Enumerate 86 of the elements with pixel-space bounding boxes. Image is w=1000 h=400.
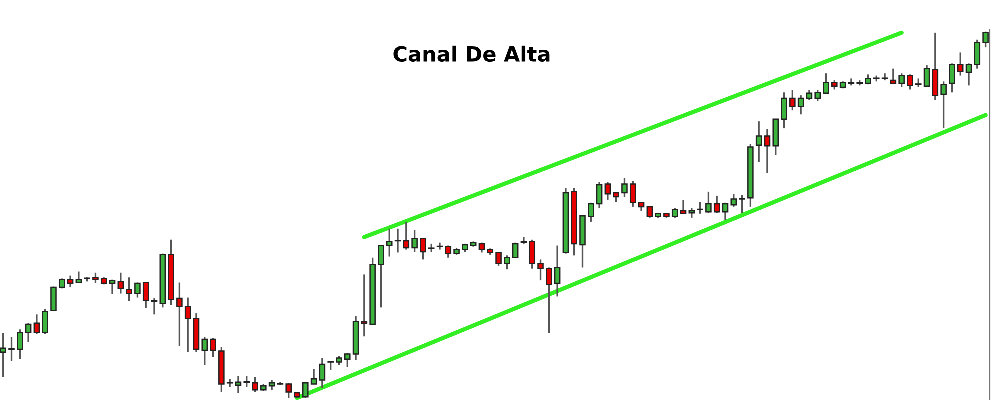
candlestick <box>17 328 24 360</box>
candlestick <box>126 276 132 302</box>
candlestick <box>529 239 536 270</box>
candlestick <box>252 376 258 394</box>
candlestick <box>680 199 687 215</box>
candlestick <box>134 282 141 299</box>
candlestick <box>604 181 612 201</box>
candlestick <box>210 338 216 358</box>
candlestick <box>790 90 796 112</box>
candlestick <box>646 205 654 219</box>
candlestick <box>412 229 418 253</box>
candlestick <box>286 382 292 400</box>
candlestick <box>924 64 930 88</box>
candlestick <box>504 254 510 270</box>
candlestick <box>151 298 158 316</box>
candlestick <box>764 128 771 174</box>
text: Canal De Alta <box>394 46 550 62</box>
candlestick <box>613 192 620 204</box>
candlestick <box>730 193 738 208</box>
candlestick <box>394 228 402 254</box>
candlestick <box>512 242 519 259</box>
candlestick <box>378 244 384 309</box>
candlestick <box>672 207 678 219</box>
candlestick <box>823 72 830 96</box>
candlestick <box>386 228 393 258</box>
candlestick <box>118 272 124 295</box>
candlestick <box>361 274 368 338</box>
candlestick <box>67 274 74 288</box>
candlestick <box>176 282 183 348</box>
candlestick <box>898 72 905 88</box>
candlestick <box>596 181 603 209</box>
candlestick <box>109 279 116 296</box>
candlestick <box>478 242 486 254</box>
candlestick <box>697 201 704 215</box>
candlestick <box>34 314 40 336</box>
candlestick <box>814 90 822 102</box>
candlestick <box>966 62 972 87</box>
candlestick <box>268 379 276 391</box>
candlestick <box>403 221 410 251</box>
candlestick <box>706 191 712 214</box>
candlestick <box>202 336 208 366</box>
candlestick <box>756 120 762 164</box>
candlestick <box>310 368 318 386</box>
candlestick <box>588 202 594 223</box>
candlestick <box>25 322 32 344</box>
candlestick <box>328 360 334 372</box>
candlestick <box>806 90 813 102</box>
candlestick <box>739 194 746 214</box>
candlestick <box>622 177 628 198</box>
candlestick <box>142 282 150 310</box>
candlestick <box>244 375 250 388</box>
candlestick <box>832 80 838 91</box>
candlestick <box>798 94 804 116</box>
candlestick <box>92 272 99 284</box>
candlestick <box>722 202 729 221</box>
candlestick <box>445 244 452 259</box>
candlestick <box>0 332 7 378</box>
candlestick <box>42 308 48 336</box>
candlestick <box>496 252 502 267</box>
candlestick <box>420 238 426 261</box>
candlestick <box>538 258 544 282</box>
candlestick <box>714 195 720 214</box>
candlestick <box>50 286 57 312</box>
candlestick <box>781 92 788 130</box>
candlestick <box>848 78 855 87</box>
candlestick <box>184 296 192 354</box>
candlestick <box>302 382 309 400</box>
candlestick <box>982 30 989 48</box>
candlestick <box>907 74 914 91</box>
candlestick <box>8 336 15 362</box>
candlestick <box>235 375 242 394</box>
candlestick <box>344 352 351 368</box>
candlestick <box>688 207 696 219</box>
candlestick <box>76 270 82 284</box>
candlestick <box>865 74 872 86</box>
candlestick <box>630 180 636 208</box>
candlestick <box>554 244 561 298</box>
candlestick <box>949 62 956 94</box>
candlestick <box>957 52 964 77</box>
candlestick <box>974 39 981 70</box>
candlestick <box>58 278 66 290</box>
candlestick <box>546 266 552 334</box>
candlestick <box>319 357 326 390</box>
candlestick <box>890 68 897 84</box>
candlestick <box>436 242 444 251</box>
candlestick <box>940 80 947 130</box>
